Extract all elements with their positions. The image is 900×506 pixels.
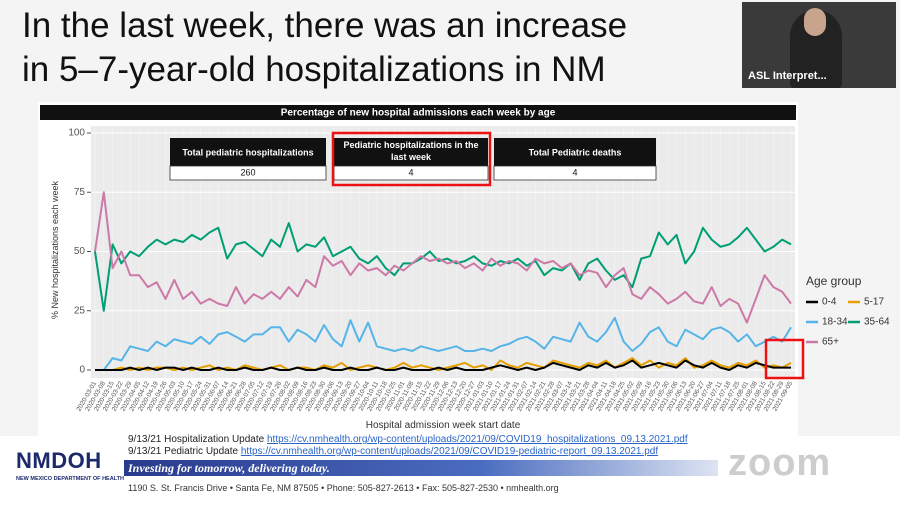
interpreter-face bbox=[804, 8, 826, 36]
legend-label: 5-17 bbox=[864, 297, 884, 308]
table-header-line: Pediatric hospitalizations in the bbox=[343, 140, 478, 150]
y-tick-label: 75 bbox=[74, 187, 86, 198]
reference-link[interactable]: https://cv.nmhealth.org/wp-content/uploa… bbox=[240, 446, 659, 457]
legend-label: 0-4 bbox=[822, 297, 837, 308]
chart-title-bar bbox=[40, 105, 796, 120]
series-line bbox=[95, 359, 791, 371]
legend-label: 18-34 bbox=[822, 317, 848, 328]
series-line bbox=[95, 316, 792, 371]
reference: 9/13/21 Hospitalization Update https://c… bbox=[128, 434, 688, 445]
slide-title: in 5–7-year-old hospitalizations in NM bbox=[22, 50, 606, 89]
table-header-line: last week bbox=[391, 152, 432, 162]
legend-title: Age group bbox=[806, 274, 862, 288]
y-axis-label: % New hospitalizations each week bbox=[50, 180, 60, 319]
footer: NMDOH NEW MEXICO DEPARTMENT OF HEALTH 9/… bbox=[0, 434, 900, 506]
table-value: 4 bbox=[572, 167, 577, 177]
reference-link[interactable]: https://cv.nmhealth.org/wp-content/uploa… bbox=[266, 434, 688, 445]
highlight-box bbox=[331, 131, 492, 187]
series-line bbox=[94, 222, 792, 312]
table-header: Total pediatric hospitalizations bbox=[182, 147, 313, 157]
y-tick-label: 0 bbox=[79, 365, 85, 376]
series-line bbox=[94, 191, 792, 324]
address: 1190 S. St. Francis Drive • Santa Fe, NM… bbox=[128, 483, 559, 493]
reference-label: 9/13/21 Hospitalization Update bbox=[128, 434, 265, 445]
watermark: zoom bbox=[728, 442, 832, 484]
y-tick-label: 25 bbox=[74, 305, 86, 316]
reference: 9/13/21 Pediatric Update https://cv.nmhe… bbox=[128, 446, 658, 457]
x-axis-label: Hospital admission week start date bbox=[366, 420, 521, 431]
video-tile: ASL Interpret... bbox=[742, 2, 896, 88]
slide-title: In the last week, there was an increase bbox=[22, 6, 628, 45]
table-value: 260 bbox=[240, 167, 255, 177]
tagline: Investing for tomorrow, delivering today… bbox=[124, 460, 718, 476]
table-header-cell bbox=[334, 138, 488, 166]
table-header: Pediatric hospitalizations in the last we… bbox=[343, 140, 478, 162]
legend-label: 65+ bbox=[822, 337, 839, 348]
y-tick-label: 100 bbox=[68, 128, 85, 139]
table-value: 4 bbox=[408, 167, 413, 177]
table-cell bbox=[493, 165, 657, 181]
chart-title: Percentage of new hospital admissions ea… bbox=[281, 108, 556, 119]
legend-label: 35-64 bbox=[864, 317, 890, 328]
table-cell bbox=[169, 165, 327, 181]
highlight-box bbox=[764, 338, 805, 380]
table-header-cell bbox=[170, 138, 326, 166]
reference-label: 9/13/21 Pediatric Update bbox=[128, 446, 239, 457]
y-tick-label: 50 bbox=[74, 246, 86, 257]
table-header-cell bbox=[494, 138, 656, 166]
table-header: Total Pediatric deaths bbox=[529, 147, 622, 157]
participant-name: ASL Interpret... bbox=[748, 70, 827, 82]
logo: NMDOH bbox=[16, 448, 102, 473]
logo-subtitle: NEW MEXICO DEPARTMENT OF HEALTH bbox=[16, 476, 124, 482]
